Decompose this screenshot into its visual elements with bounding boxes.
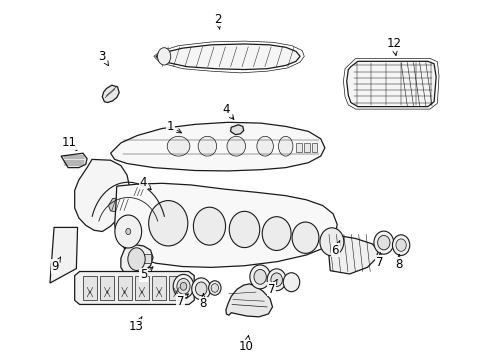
Ellipse shape <box>125 229 130 235</box>
Ellipse shape <box>208 281 221 295</box>
Ellipse shape <box>173 274 193 298</box>
Ellipse shape <box>180 282 186 290</box>
Polygon shape <box>230 125 243 135</box>
Ellipse shape <box>157 48 170 65</box>
Bar <box>143 254 151 263</box>
Ellipse shape <box>262 217 290 251</box>
Ellipse shape <box>377 235 389 250</box>
Polygon shape <box>132 186 145 197</box>
Bar <box>169 276 183 300</box>
Ellipse shape <box>229 211 259 248</box>
Polygon shape <box>156 44 300 69</box>
Ellipse shape <box>211 284 218 292</box>
Ellipse shape <box>167 136 189 156</box>
Polygon shape <box>110 122 324 171</box>
Bar <box>152 276 166 300</box>
Text: 7: 7 <box>375 252 383 269</box>
Text: 4: 4 <box>222 103 233 120</box>
Polygon shape <box>108 197 129 212</box>
Ellipse shape <box>278 136 292 156</box>
Polygon shape <box>75 159 129 231</box>
Ellipse shape <box>226 136 245 156</box>
Polygon shape <box>326 234 378 274</box>
Ellipse shape <box>191 278 210 300</box>
Text: 4: 4 <box>140 176 151 190</box>
Text: 5: 5 <box>140 267 153 281</box>
Ellipse shape <box>392 235 409 256</box>
Ellipse shape <box>283 273 299 292</box>
Polygon shape <box>102 85 119 103</box>
Text: 11: 11 <box>61 136 77 150</box>
Polygon shape <box>346 61 435 107</box>
Ellipse shape <box>198 136 216 156</box>
Text: 1: 1 <box>166 120 181 133</box>
Text: 12: 12 <box>386 37 400 55</box>
Bar <box>311 143 317 152</box>
Polygon shape <box>75 271 194 305</box>
Ellipse shape <box>195 282 206 296</box>
Text: 7: 7 <box>177 294 188 308</box>
Ellipse shape <box>127 248 145 270</box>
Ellipse shape <box>266 269 285 291</box>
Polygon shape <box>115 183 337 267</box>
Ellipse shape <box>148 201 187 246</box>
Text: 10: 10 <box>239 336 253 354</box>
Bar <box>304 143 309 152</box>
Polygon shape <box>50 228 78 283</box>
Text: 8: 8 <box>199 294 206 310</box>
Bar <box>117 276 131 300</box>
Polygon shape <box>121 244 153 276</box>
Ellipse shape <box>193 207 225 245</box>
Bar <box>100 276 114 300</box>
Ellipse shape <box>115 215 142 248</box>
Text: 8: 8 <box>395 255 402 271</box>
Ellipse shape <box>249 265 270 289</box>
Ellipse shape <box>177 279 190 294</box>
Ellipse shape <box>256 136 273 156</box>
Text: 6: 6 <box>331 240 339 257</box>
Polygon shape <box>225 284 272 317</box>
Bar <box>83 276 97 300</box>
Ellipse shape <box>373 231 393 254</box>
Text: 13: 13 <box>129 317 143 333</box>
Text: 3: 3 <box>99 50 108 66</box>
Text: 2: 2 <box>214 13 221 29</box>
Polygon shape <box>61 153 87 168</box>
Ellipse shape <box>253 269 266 284</box>
Ellipse shape <box>291 222 318 253</box>
Ellipse shape <box>319 228 343 256</box>
Bar <box>295 143 301 152</box>
Text: 9: 9 <box>51 257 61 273</box>
Bar <box>135 276 148 300</box>
Text: 7: 7 <box>267 279 277 296</box>
Ellipse shape <box>395 239 406 251</box>
Ellipse shape <box>270 273 282 287</box>
